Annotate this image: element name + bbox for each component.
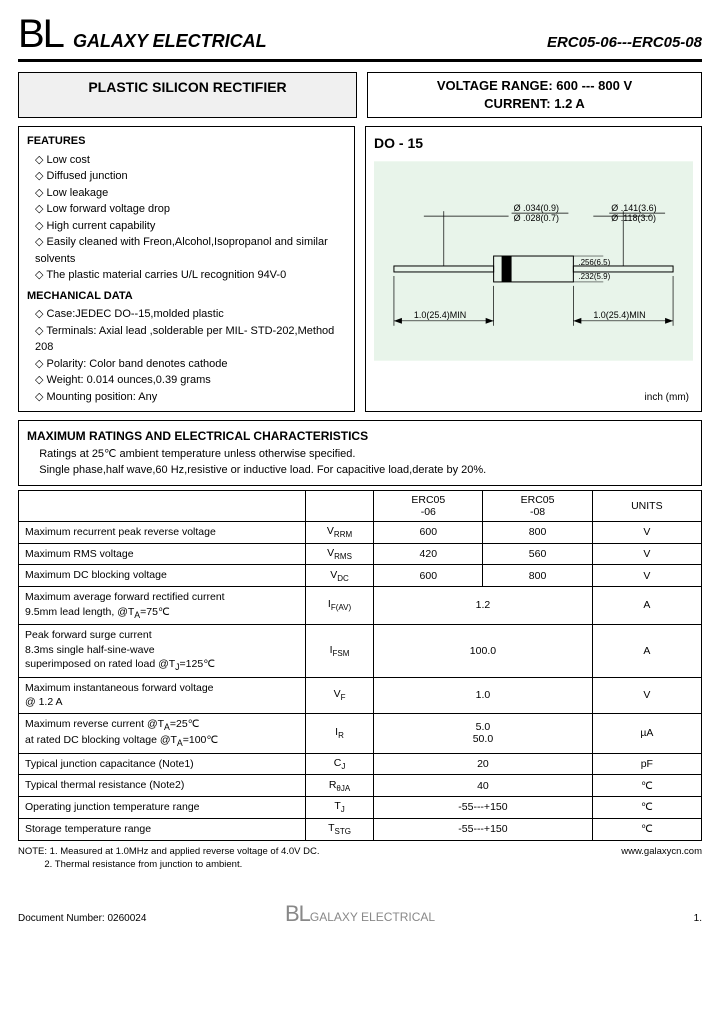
feature-item: High current capability: [35, 218, 346, 235]
table-row: Storage temperature rangeTSTG-55---+150℃: [19, 818, 702, 840]
logo: BL: [18, 12, 63, 57]
spec-summary: VOLTAGE RANGE: 600 --- 800 V CURRENT: 1.…: [367, 72, 702, 118]
svg-text:Ø .118(3.0): Ø .118(3.0): [611, 214, 656, 224]
mechanical-item: Mounting position: Any: [35, 389, 346, 406]
footer-logo: BL: [285, 901, 310, 926]
svg-text:.232(5.9): .232(5.9): [578, 272, 610, 281]
notes: www.galaxycn.com NOTE: 1. Measured at 1.…: [18, 845, 702, 872]
table-row: Typical thermal resistance (Note2)RθJA40…: [19, 775, 702, 797]
ratings-header: MAXIMUM RATINGS AND ELECTRICAL CHARACTER…: [18, 420, 702, 486]
col-erc05-06: ERC05-06: [374, 490, 483, 521]
company-name: GALAXY ELECTRICAL: [73, 31, 267, 52]
table-row: Maximum instantaneous forward voltage @ …: [19, 677, 702, 713]
voltage-range: VOLTAGE RANGE: 600 --- 800 V: [372, 77, 697, 95]
mechanical-item: Polarity: Color band denotes cathode: [35, 356, 346, 373]
feature-item: The plastic material carries U/L recogni…: [35, 267, 346, 284]
package-diagram: DO - 15 Ø .034(0.9) Ø .028(0.7) Ø .141(3…: [365, 126, 702, 412]
mechanical-list: Case:JEDEC DO--15,molded plasticTerminal…: [27, 306, 346, 405]
doc-number: Document Number: 0260024: [18, 913, 246, 924]
page-footer: Document Number: 0260024 BLGALAXY ELECTR…: [18, 901, 702, 927]
mechanical-item: Terminals: Axial lead ,solderable per MI…: [35, 323, 346, 356]
col-erc05-08: ERC05-08: [483, 490, 592, 521]
mechanical-item: Weight: 0.014 ounces,0.39 grams: [35, 372, 346, 389]
svg-text:Ø .034(0.9): Ø .034(0.9): [514, 204, 559, 214]
svg-text:Ø .141(3.6): Ø .141(3.6): [611, 204, 656, 214]
ratings-sub1: Ratings at 25℃ ambient temperature unles…: [39, 448, 355, 460]
ratings-heading: MAXIMUM RATINGS AND ELECTRICAL CHARACTER…: [27, 429, 368, 443]
svg-text:Ø .028(0.7): Ø .028(0.7): [514, 214, 559, 224]
svg-text:.256(6.5): .256(6.5): [578, 258, 610, 267]
table-row: Operating junction temperature rangeTJ-5…: [19, 797, 702, 819]
footer-company: GALAXY ELECTRICAL: [310, 910, 435, 924]
feature-item: Low leakage: [35, 185, 346, 202]
table-row: Maximum recurrent peak reverse voltageVR…: [19, 521, 702, 543]
page-number: 1.: [474, 913, 702, 924]
mechanical-item: Case:JEDEC DO--15,molded plastic: [35, 306, 346, 323]
diagram-unit: inch (mm): [645, 392, 689, 403]
do15-svg: Ø .034(0.9) Ø .028(0.7) Ø .141(3.6) Ø .1…: [374, 161, 693, 361]
note-1: NOTE: 1. Measured at 1.0MHz and applied …: [18, 846, 320, 857]
current-rating: CURRENT: 1.2 A: [372, 95, 697, 113]
table-row: Typical junction capacitance (Note1)CJ20…: [19, 753, 702, 775]
feature-item: Low cost: [35, 152, 346, 169]
website-url: www.galaxycn.com: [621, 845, 702, 858]
features-panel: FEATURES Low costDiffused junctionLow le…: [18, 126, 355, 412]
features-heading: FEATURES: [27, 133, 346, 150]
table-row: Maximum RMS voltageVRMS420560V: [19, 543, 702, 565]
features-list: Low costDiffused junctionLow leakageLow …: [27, 152, 346, 284]
part-number: ERC05-06---ERC05-08: [547, 34, 702, 51]
product-title: PLASTIC SILICON RECTIFIER: [18, 72, 357, 118]
feature-item: Easily cleaned with Freon,Alcohol,Isopro…: [35, 234, 346, 267]
diagram-title: DO - 15: [374, 135, 693, 151]
ratings-table: ERC05-06 ERC05-08 UNITS Maximum recurren…: [18, 490, 702, 841]
table-row: Peak forward surge current8.3ms single h…: [19, 624, 702, 677]
svg-text:1.0(25.4)MIN: 1.0(25.4)MIN: [593, 310, 645, 320]
svg-text:1.0(25.4)MIN: 1.0(25.4)MIN: [414, 310, 466, 320]
mechanical-heading: MECHANICAL DATA: [27, 288, 346, 305]
col-units: UNITS: [592, 490, 701, 521]
table-row: Maximum reverse current @TA=25℃at rated …: [19, 714, 702, 754]
feature-item: Low forward voltage drop: [35, 201, 346, 218]
ratings-sub2: Single phase,half wave,60 Hz,resistive o…: [39, 464, 486, 476]
note-2: 2. Thermal resistance from junction to a…: [18, 859, 242, 870]
feature-item: Diffused junction: [35, 168, 346, 185]
table-row: Maximum average forward rectified curren…: [19, 586, 702, 624]
page-header: BL GALAXY ELECTRICAL ERC05-06---ERC05-08: [18, 12, 702, 62]
table-row: Maximum DC blocking voltageVDC600800V: [19, 565, 702, 587]
